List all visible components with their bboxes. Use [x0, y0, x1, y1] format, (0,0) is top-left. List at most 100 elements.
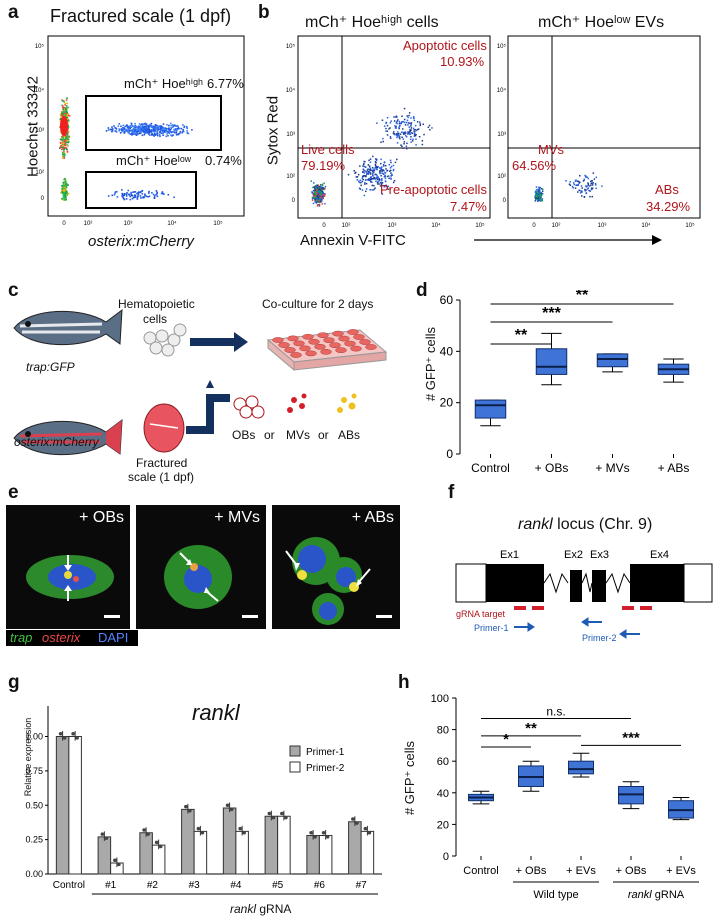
- flow-dot: [390, 175, 392, 177]
- flow-dot: [392, 168, 395, 171]
- flow-dot: [429, 129, 431, 131]
- y-tick-label: 60: [437, 756, 449, 768]
- density-dot: [59, 146, 61, 149]
- flow-dot: [540, 197, 542, 199]
- density-dot: [64, 140, 66, 142]
- flow-dot: [401, 131, 403, 133]
- flow-dot: [386, 117, 389, 119]
- density-dot: [182, 124, 184, 126]
- density-dot: [63, 153, 65, 155]
- density-dot: [65, 105, 68, 107]
- flow-dot: [367, 178, 370, 180]
- density-dot: [161, 192, 164, 194]
- density-dot: [182, 129, 184, 131]
- flow-dot: [413, 119, 416, 122]
- flow-dot: [401, 121, 403, 123]
- mvs-pct: 64.56%: [512, 158, 557, 173]
- plate-well: [314, 343, 326, 350]
- flow-dot: [585, 189, 587, 191]
- density-dot: [130, 191, 132, 194]
- sig-label: **: [525, 720, 537, 737]
- density-dot: [64, 112, 66, 115]
- flow-dot: [410, 129, 412, 131]
- density-dot: [143, 196, 146, 199]
- flow-dot: [541, 193, 544, 195]
- flow-dot: [316, 197, 318, 199]
- data-point: [321, 830, 326, 835]
- density-dot: [65, 185, 68, 187]
- density-dot: [130, 194, 132, 196]
- flow-dot: [375, 180, 377, 183]
- flow-dot: [318, 199, 321, 201]
- density-dot: [61, 135, 63, 138]
- density-dot: [62, 196, 65, 198]
- data-point: [113, 858, 117, 863]
- density-dot: [126, 125, 129, 127]
- density-dot: [111, 130, 114, 132]
- flow-dot: [386, 130, 389, 132]
- density-dot: [137, 195, 139, 198]
- density-dot: [125, 193, 128, 195]
- density-dot: [63, 192, 65, 195]
- flow-dot: [409, 128, 411, 131]
- panel-a-density: [59, 97, 193, 201]
- a-xtick-0: 0: [62, 221, 66, 227]
- y-tick-label: 0.50: [25, 800, 43, 810]
- data-point: [325, 835, 330, 839]
- density-dot: [147, 133, 150, 135]
- b-ytick-0: 10⁵: [286, 43, 296, 50]
- density-dot: [120, 125, 122, 128]
- flow-dot: [363, 194, 366, 197]
- density-dot: [133, 125, 136, 128]
- flow-dot: [318, 204, 321, 206]
- flow-dot: [423, 133, 425, 136]
- density-dot: [63, 114, 66, 117]
- density-dot: [155, 193, 157, 196]
- micro-label-obs: + OBs: [79, 509, 124, 526]
- flow-dot: [381, 166, 383, 168]
- flow-dot: [393, 130, 395, 133]
- data-point: [200, 830, 205, 835]
- density-dot: [186, 130, 188, 132]
- b-r-xtick-1: 10²: [552, 223, 561, 229]
- flow-dot: [586, 176, 588, 178]
- density-dot: [176, 125, 179, 127]
- panel-a-title: Fractured scale (1 dpf): [50, 6, 232, 26]
- flow-dot: [318, 188, 321, 190]
- flow-dot: [539, 195, 542, 197]
- density-dot: [156, 195, 159, 198]
- intron-2: [581, 572, 593, 593]
- density-dot: [61, 106, 64, 109]
- density-dot: [62, 155, 64, 157]
- density-dot: [140, 129, 143, 131]
- flow-dot: [406, 115, 408, 117]
- flow-dot: [369, 189, 371, 191]
- group-label-grna: rankl gRNA: [628, 889, 685, 901]
- density-dot: [148, 134, 151, 136]
- density-dot: [68, 115, 71, 117]
- density-dot: [134, 129, 137, 132]
- flow-dot: [368, 165, 371, 167]
- flow-dot: [316, 205, 319, 207]
- density-dot: [132, 191, 134, 193]
- b-r-ytick-2: 10³: [497, 132, 506, 138]
- y-tick-label: 80: [437, 725, 449, 737]
- density-dot: [168, 129, 170, 131]
- flow-dot: [403, 143, 405, 145]
- density-dot: [143, 123, 146, 125]
- flow-dot: [319, 197, 321, 199]
- flow-dot: [317, 194, 320, 196]
- density-dot: [66, 191, 68, 194]
- flow-dot: [581, 191, 583, 193]
- density-dot: [186, 132, 189, 134]
- micro-label-mvs: + MVs: [214, 509, 260, 526]
- density-dot: [60, 142, 62, 145]
- density-dot: [144, 194, 146, 197]
- flow-dot: [402, 147, 405, 149]
- density-dot: [148, 129, 151, 132]
- density-dot: [145, 124, 148, 127]
- flow-dot: [539, 198, 542, 201]
- density-dot: [160, 132, 163, 135]
- flow-dot: [540, 193, 542, 196]
- density-dot: [137, 130, 139, 133]
